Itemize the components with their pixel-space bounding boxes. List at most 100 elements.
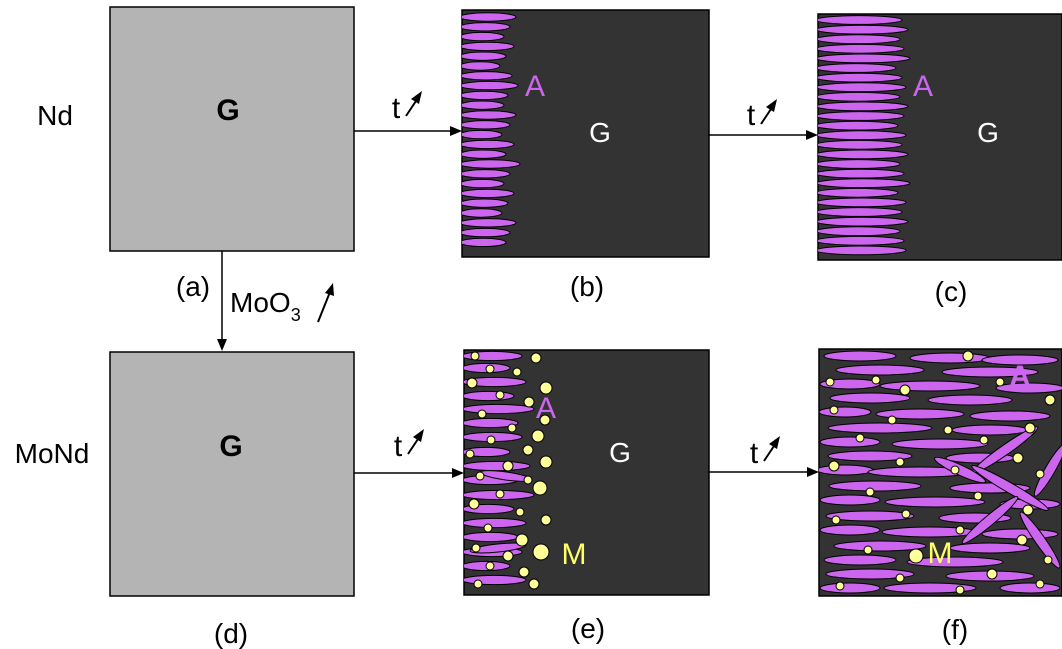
- apatite-crystal: [462, 218, 517, 228]
- panel-e-label-g: G: [609, 437, 631, 468]
- molybdate-sphere: [899, 384, 911, 396]
- molybdate-sphere: [539, 455, 553, 469]
- row-label-mond: MoNd: [15, 438, 90, 469]
- molybdate-sphere: [515, 533, 529, 547]
- apatite-crystal: [818, 82, 907, 93]
- apatite-crystal: [462, 90, 509, 101]
- molybdate-sphere: [518, 566, 530, 578]
- apatite-crystal: [462, 149, 507, 159]
- apatite-crystal: [818, 15, 903, 25]
- caption-b: (b): [570, 271, 604, 302]
- increase-arrow-icon: [763, 436, 780, 462]
- panel-b-crystals: [462, 12, 521, 248]
- apatite-crystal: [818, 101, 909, 112]
- svg-text:t: t: [392, 92, 401, 125]
- apatite-crystal: [827, 422, 933, 434]
- apatite-crystal: [818, 34, 901, 45]
- apatite-crystal: [462, 178, 505, 189]
- apatite-crystal: [875, 408, 965, 420]
- molybdate-sphere: [530, 352, 542, 364]
- molybdate-sphere: [955, 585, 965, 595]
- molybdate-sphere: [522, 444, 534, 456]
- apatite-crystal: [819, 524, 881, 536]
- molybdate-sphere: [828, 460, 840, 472]
- molybdate-sphere: [468, 498, 480, 510]
- apatite-crystal: [941, 366, 1039, 378]
- molybdate-sphere: [887, 415, 897, 425]
- apatite-crystal: [818, 235, 905, 246]
- molybdate-sphere: [871, 375, 881, 385]
- apatite-crystal: [995, 382, 1062, 394]
- molybdate-sphere: [829, 405, 839, 415]
- apatite-crystal: [464, 403, 535, 415]
- apatite-crystal: [462, 129, 503, 140]
- apatite-crystal: [818, 43, 905, 54]
- apatite-crystal: [906, 556, 1004, 568]
- apatite-crystal: [1033, 443, 1062, 497]
- molybdate-sphere: [908, 548, 924, 564]
- apatite-crystal: [927, 394, 1013, 406]
- apatite-crystal: [818, 111, 905, 121]
- molybdate-sphere: [995, 377, 1005, 387]
- molybdate-sphere: [470, 351, 480, 361]
- apatite-crystal: [828, 480, 922, 492]
- apatite-crystal: [884, 496, 986, 508]
- apatite-crystal: [883, 582, 977, 594]
- molybdate-sphere: [950, 465, 960, 475]
- arrow-d-to-e: [354, 468, 464, 478]
- apatite-crystal: [961, 496, 1019, 544]
- time-label-4: t: [750, 436, 780, 470]
- apatite-crystal: [462, 159, 521, 169]
- molybdate-sphere: [539, 381, 553, 395]
- apatite-crystal: [818, 187, 899, 198]
- time-label-2: t: [747, 99, 777, 132]
- apatite-crystal: [829, 392, 911, 404]
- apatite-crystal: [818, 197, 907, 208]
- apatite-crystal: [818, 120, 899, 131]
- apatite-crystal: [819, 464, 874, 476]
- molybdate-sphere: [540, 514, 552, 526]
- apatite-crystal: [981, 354, 1059, 366]
- apatite-crystal: [819, 494, 881, 506]
- molybdate-sphere: [855, 433, 865, 443]
- row-label-nd: Nd: [37, 100, 73, 131]
- apatite-crystal: [969, 410, 1051, 422]
- molybdate-sphere: [865, 487, 875, 497]
- apatite-crystal: [909, 352, 991, 364]
- molybdate-sphere: [486, 435, 496, 445]
- molybdate-sphere: [532, 480, 548, 496]
- svg-text:t: t: [750, 437, 759, 470]
- molybdate-sphere: [943, 425, 953, 435]
- apatite-crystal: [462, 169, 511, 179]
- panel-e-crystals: [464, 350, 553, 590]
- molybdate-sphere: [471, 543, 481, 553]
- apatite-crystal: [818, 91, 901, 102]
- apatite-crystal: [823, 554, 897, 566]
- panel-c-crystals: [818, 15, 911, 256]
- molybdate-sphere: [973, 491, 983, 501]
- molybdate-sphere: [475, 471, 485, 481]
- panel-d-glass: [109, 351, 355, 597]
- apatite-crystal: [464, 517, 527, 529]
- apatite-crystal: [464, 446, 511, 458]
- molybdate-sphere: [495, 390, 505, 400]
- molybdate-sphere: [477, 409, 487, 419]
- apatite-crystal: [818, 178, 911, 189]
- time-label-3: t: [394, 429, 424, 463]
- molybdate-sphere: [1035, 469, 1045, 479]
- apatite-crystal: [818, 130, 907, 141]
- apatite-crystal: [462, 100, 505, 110]
- svg-text:MoO3: MoO3: [230, 287, 301, 325]
- molybdate-sphere: [539, 414, 551, 426]
- apatite-crystal: [818, 63, 897, 73]
- caption-f: (f): [942, 614, 968, 645]
- apatite-crystal: [827, 450, 913, 462]
- apatite-crystal: [818, 149, 909, 160]
- apatite-crystal: [1019, 511, 1061, 569]
- caption-c: (c): [935, 276, 968, 307]
- arrow-b-to-c: [709, 130, 818, 140]
- apatite-crystal: [464, 531, 519, 543]
- apatite-crystal: [462, 71, 513, 81]
- apatite-crystal: [818, 53, 911, 64]
